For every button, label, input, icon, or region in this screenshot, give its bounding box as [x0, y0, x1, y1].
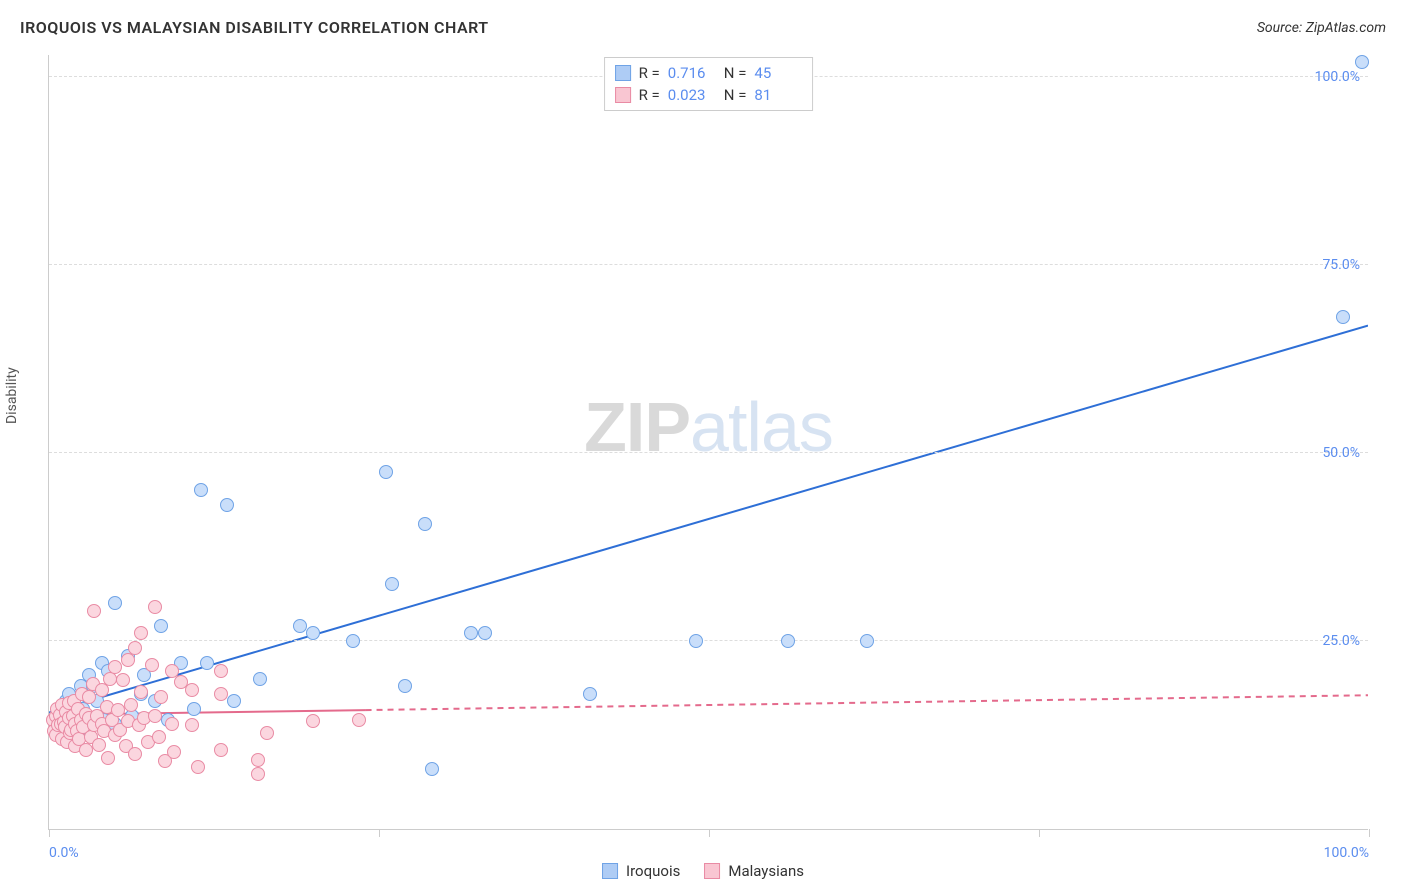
x-tick: [1369, 829, 1370, 837]
watermark: ZIPatlas: [584, 387, 833, 467]
scatter-point: [191, 760, 205, 774]
scatter-point: [346, 634, 360, 648]
scatter-point: [478, 626, 492, 640]
scatter-point: [385, 577, 399, 591]
scatter-point: [187, 702, 201, 716]
scatter-point: [134, 685, 148, 699]
scatter-point: [92, 738, 106, 752]
scatter-point: [352, 713, 366, 727]
scatter-point: [101, 751, 115, 765]
scatter-point: [583, 687, 597, 701]
y-tick-label: 50.0%: [1322, 445, 1360, 461]
scatter-point: [220, 498, 234, 512]
scatter-point: [87, 604, 101, 618]
scatter-point: [154, 690, 168, 704]
stats-legend-row: R = 0.023 N = 81: [615, 84, 803, 106]
scatter-point: [306, 714, 320, 728]
scatter-point: [1355, 55, 1369, 69]
scatter-point: [167, 745, 181, 759]
scatter-point: [145, 658, 159, 672]
stat-r-label: R =: [639, 64, 660, 82]
scatter-point: [398, 679, 412, 693]
scatter-point: [781, 634, 795, 648]
scatter-point: [306, 626, 320, 640]
scatter-point: [860, 634, 874, 648]
x-tick-label: 100.0%: [1324, 845, 1369, 861]
stat-n-value: 45: [754, 64, 802, 82]
scatter-point: [185, 718, 199, 732]
legend-item: Iroquois: [602, 862, 680, 880]
scatter-point: [1336, 310, 1350, 324]
scatter-point: [82, 690, 96, 704]
scatter-point: [227, 694, 241, 708]
scatter-point: [128, 747, 142, 761]
legend-swatch: [602, 863, 618, 879]
scatter-point: [214, 687, 228, 701]
stat-r-value: 0.023: [668, 86, 716, 104]
stat-r-label: R =: [639, 86, 660, 104]
scatter-point: [124, 698, 138, 712]
legend-item: Malaysians: [704, 862, 804, 880]
stats-legend-row: R = 0.716 N = 45: [615, 62, 803, 84]
legend-swatch: [615, 65, 631, 81]
chart-container: IROQUOIS VS MALAYSIAN DISABILITY CORRELA…: [0, 0, 1406, 892]
y-tick-label: 25.0%: [1322, 633, 1360, 649]
watermark-atlas: atlas: [690, 388, 833, 466]
legend-label: Malaysians: [728, 862, 804, 880]
scatter-point: [293, 619, 307, 633]
scatter-point: [464, 626, 478, 640]
scatter-point: [111, 703, 125, 717]
scatter-point: [165, 717, 179, 731]
stats-legend: R = 0.716 N = 45 R = 0.023 N = 81: [604, 57, 814, 111]
stat-n-value: 81: [754, 86, 802, 104]
chart-title: IROQUOIS VS MALAYSIAN DISABILITY CORRELA…: [20, 18, 489, 37]
x-tick: [379, 829, 380, 837]
scatter-point: [152, 730, 166, 744]
trend-lines: [49, 55, 1368, 829]
plot-area: ZIPatlas R = 0.716 N = 45 R = 0.023 N = 81 25.0…: [48, 55, 1368, 830]
scatter-point: [148, 709, 162, 723]
scatter-point: [253, 672, 267, 686]
stat-n-label: N =: [724, 64, 747, 82]
scatter-point: [108, 660, 122, 674]
scatter-point: [214, 743, 228, 757]
scatter-point: [425, 762, 439, 776]
x-tick: [49, 829, 50, 837]
scatter-point: [185, 683, 199, 697]
x-tick: [709, 829, 710, 837]
scatter-point: [260, 726, 274, 740]
scatter-point: [689, 634, 703, 648]
scatter-point: [154, 619, 168, 633]
scatter-point: [251, 753, 265, 767]
watermark-zip: ZIP: [584, 388, 690, 466]
legend-swatch: [704, 863, 720, 879]
scatter-point: [379, 465, 393, 479]
x-tick: [1039, 829, 1040, 837]
scatter-point: [418, 517, 432, 531]
scatter-point: [214, 664, 228, 678]
stat-r-value: 0.716: [668, 64, 716, 82]
scatter-point: [251, 767, 265, 781]
bottom-legend: Iroquois Malaysians: [602, 862, 804, 880]
y-tick-label: 75.0%: [1322, 257, 1360, 273]
y-axis-label: Disability: [4, 367, 20, 424]
y-tick-label: 100.0%: [1315, 69, 1360, 85]
legend-label: Iroquois: [626, 862, 680, 880]
scatter-point: [148, 600, 162, 614]
source-label: Source: ZipAtlas.com: [1257, 20, 1386, 36]
title-bar: IROQUOIS VS MALAYSIAN DISABILITY CORRELA…: [20, 18, 1386, 37]
scatter-point: [116, 673, 130, 687]
scatter-point: [128, 641, 142, 655]
scatter-point: [134, 626, 148, 640]
scatter-point: [200, 656, 214, 670]
scatter-point: [194, 483, 208, 497]
gridline: [49, 264, 1368, 265]
gridline: [49, 452, 1368, 453]
legend-swatch: [615, 87, 631, 103]
x-tick-label: 0.0%: [49, 845, 79, 861]
scatter-point: [108, 596, 122, 610]
scatter-point: [79, 743, 93, 757]
stat-n-label: N =: [724, 86, 747, 104]
gridline: [49, 640, 1368, 641]
